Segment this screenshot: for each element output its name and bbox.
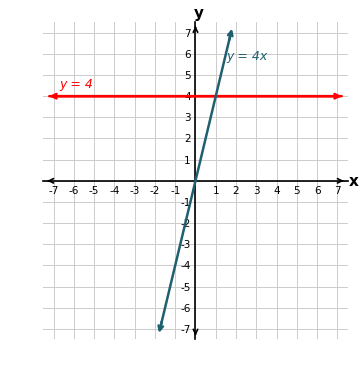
Text: y = 4x: y = 4x (226, 50, 267, 63)
Text: x: x (349, 175, 358, 189)
Text: y = 4: y = 4 (60, 78, 93, 91)
Text: y: y (194, 6, 203, 21)
